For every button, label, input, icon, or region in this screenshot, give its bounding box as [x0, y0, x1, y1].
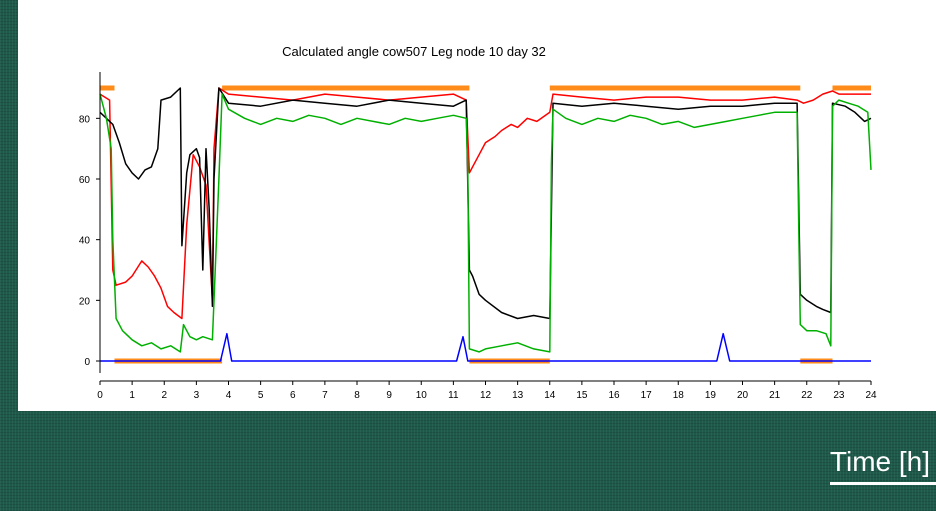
x-tick-label-18: 18 — [673, 390, 685, 401]
x-tick-label-11: 11 — [448, 390, 459, 401]
x-tick-label-13: 13 — [512, 390, 524, 401]
time-axis-caption: Time [h] — [829, 446, 936, 485]
y-tick-label-1: 20 — [79, 296, 91, 307]
series-1-line — [100, 332, 871, 362]
x-tick-label-3: 3 — [194, 390, 200, 401]
x-tick-label-5: 5 — [258, 390, 264, 401]
angle-chart: Calculated angle cow507 Leg node 10 day … — [79, 44, 877, 401]
x-tick-label-24: 24 — [865, 390, 877, 401]
x-tick-label-21: 21 — [769, 390, 781, 401]
x-tick-label-12: 12 — [480, 390, 492, 401]
series-layer — [99, 85, 872, 364]
series-4-line — [99, 93, 872, 353]
x-tick-label-8: 8 — [354, 390, 360, 401]
y-tick-label-0: 0 — [84, 357, 90, 368]
x-tick-label-14: 14 — [544, 390, 556, 401]
x-tick-label-22: 22 — [801, 390, 813, 401]
y-tick-label-4: 80 — [79, 114, 91, 125]
x-tick-label-19: 19 — [705, 390, 717, 401]
series-1 — [100, 332, 871, 362]
x-tick-label-15: 15 — [576, 390, 588, 401]
x-tick-label-10: 10 — [416, 390, 428, 401]
series-2 — [99, 87, 871, 320]
chart-title: Calculated angle cow507 Leg node 10 day … — [282, 44, 546, 59]
x-tick-label-20: 20 — [737, 390, 749, 401]
x-tick-label-17: 17 — [641, 390, 653, 401]
y-tick-label-2: 40 — [79, 236, 91, 247]
x-tick-label-2: 2 — [161, 390, 167, 401]
x-tick-label-16: 16 — [608, 390, 620, 401]
series-4 — [99, 93, 872, 353]
x-tick-label-9: 9 — [386, 390, 392, 401]
x-tick-label-6: 6 — [290, 390, 296, 401]
series-2-line — [99, 87, 871, 320]
chart-panel: Calculated angle cow507 Leg node 10 day … — [18, 0, 936, 411]
x-tick-label-7: 7 — [322, 390, 328, 401]
y-tick-label-3: 60 — [79, 175, 91, 186]
x-tick-label-4: 4 — [226, 390, 232, 401]
x-tick-label-0: 0 — [97, 390, 103, 401]
x-tick-label-23: 23 — [833, 390, 845, 401]
x-tick-label-1: 1 — [129, 390, 135, 401]
